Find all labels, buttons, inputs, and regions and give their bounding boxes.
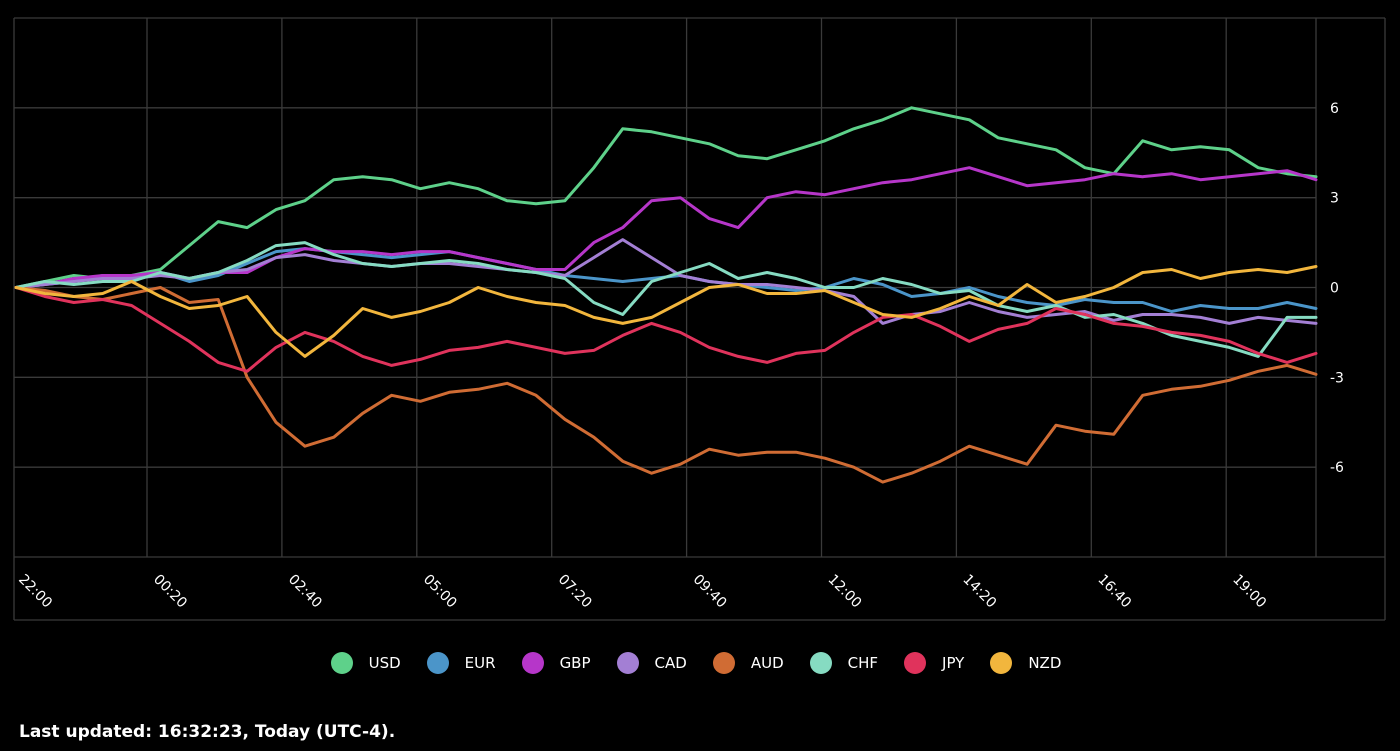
series-lines <box>14 106 1318 484</box>
x-tick-label: 05:00 <box>420 572 460 612</box>
series-line-aud <box>14 286 1318 484</box>
legend-item-usd[interactable]: USD <box>330 652 409 674</box>
grid <box>13 17 1386 621</box>
legend-swatch <box>521 652 544 674</box>
x-tick-label: 09:40 <box>690 572 730 612</box>
x-axis-ticks: 22:00 00:20 02:40 05:00 07:20 09:40 12:00 14:20… <box>15 572 1269 612</box>
legend-swatch <box>616 652 639 674</box>
legend-label: EUR <box>464 654 496 672</box>
legend-item-cad[interactable]: CAD <box>616 652 695 674</box>
y-tick-label: 6 <box>1330 101 1339 117</box>
y-tick-label: -6 <box>1330 460 1344 476</box>
series-line-usd <box>14 106 1318 289</box>
series-line-jpy <box>14 286 1318 373</box>
legend-label: CAD <box>654 654 687 672</box>
legend-swatch <box>330 652 353 674</box>
legend-swatch <box>904 652 927 674</box>
x-tick-label: 22:00 <box>15 572 55 612</box>
legend-item-jpy[interactable]: JPY <box>904 652 972 674</box>
series-line-chf <box>14 241 1318 358</box>
legend-label: CHF <box>847 654 879 672</box>
last-updated-text: Last updated: 16:32:23, Today (UTC-4). <box>19 722 396 742</box>
series-line-eur <box>14 247 1318 313</box>
chart-legend: USD EUR GBP CAD AUD CHF JPY NZD <box>0 652 1400 674</box>
legend-swatch <box>426 652 449 674</box>
x-tick-label: 02:40 <box>285 572 325 612</box>
legend-item-aud[interactable]: AUD <box>712 652 792 674</box>
y-tick-label: 3 <box>1330 191 1339 207</box>
legend-label: AUD <box>750 654 784 672</box>
x-tick-label: 07:20 <box>555 572 595 612</box>
series-line-nzd <box>14 265 1318 358</box>
legend-swatch <box>712 652 735 674</box>
y-tick-label: 0 <box>1330 281 1339 297</box>
x-tick-label: 12:00 <box>825 572 865 612</box>
legend-item-eur[interactable]: EUR <box>426 652 504 674</box>
x-tick-label: 00:20 <box>150 572 190 612</box>
x-tick-label: 19:00 <box>1229 572 1269 612</box>
legend-label: USD <box>368 654 401 672</box>
legend-item-nzd[interactable]: NZD <box>990 652 1069 674</box>
legend-swatch <box>990 652 1013 674</box>
legend-label: JPY <box>942 654 965 672</box>
x-tick-label: 14:20 <box>959 572 999 612</box>
x-tick-label: 16:40 <box>1094 572 1134 612</box>
legend-label: NZD <box>1028 654 1062 672</box>
legend-swatch <box>809 652 832 674</box>
fx-strength-line-chart: 6 3 0 -3 -6 22:00 00:20 02:40 05:00 07:20 09:40 12… <box>13 17 1386 621</box>
legend-label: GBP <box>559 654 591 672</box>
y-tick-label: -3 <box>1330 370 1344 386</box>
legend-item-gbp[interactable]: GBP <box>521 652 599 674</box>
y-axis-ticks: 6 3 0 -3 -6 <box>1330 101 1344 476</box>
legend-item-chf[interactable]: CHF <box>809 652 886 674</box>
